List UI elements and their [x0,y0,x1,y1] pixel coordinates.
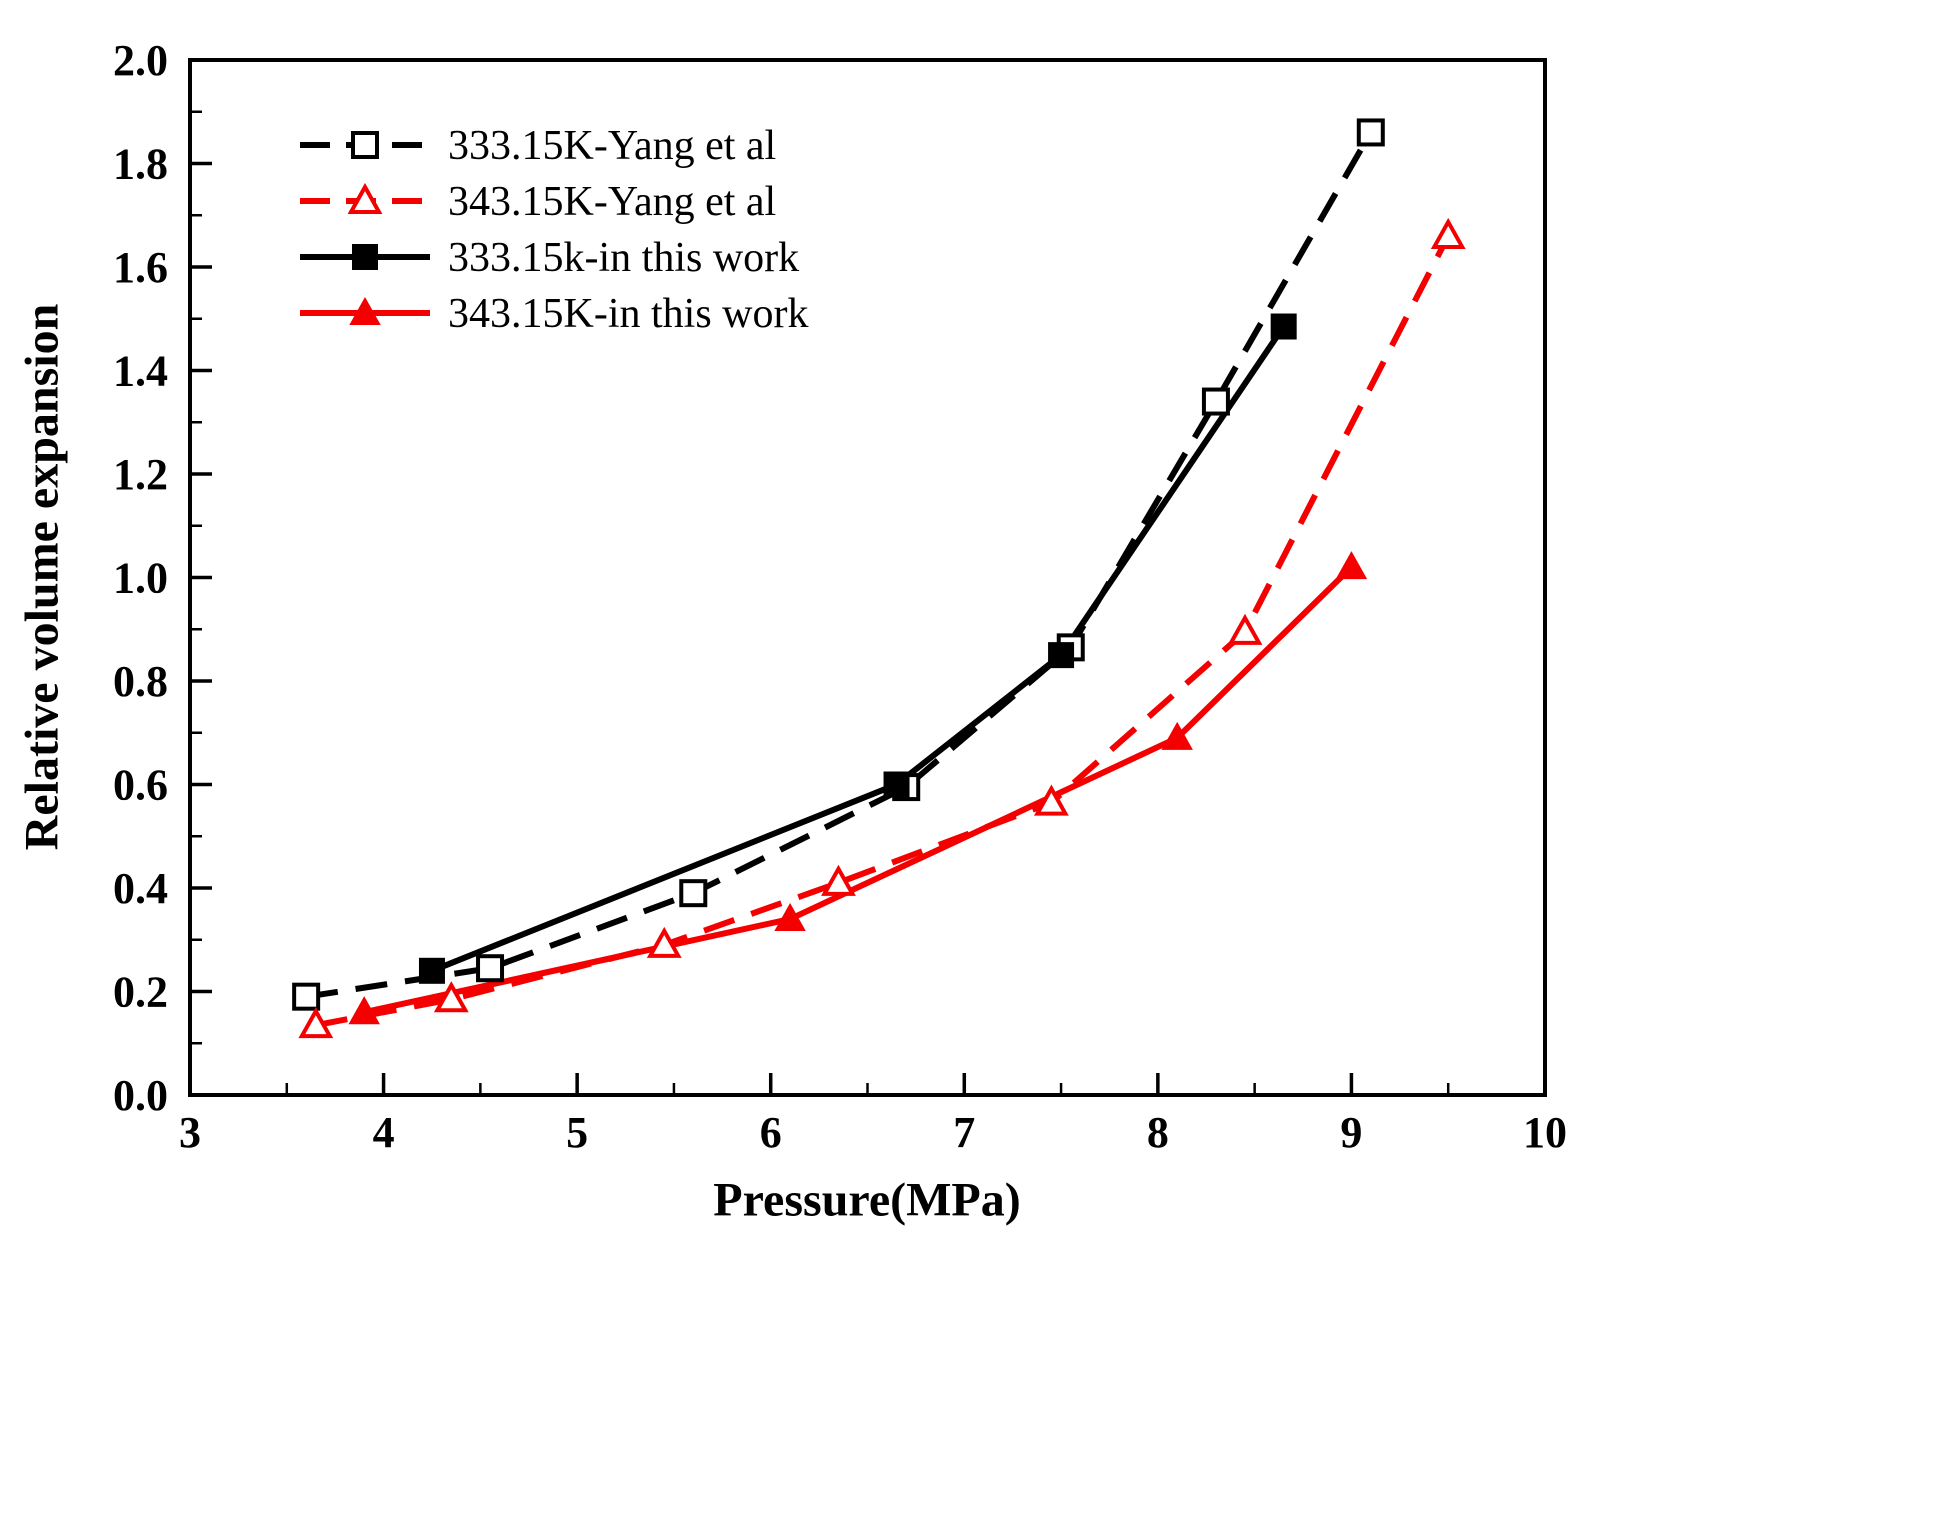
legend-item-label: 333.15K-Yang et al [448,123,776,169]
x-tick-label: 6 [760,1108,782,1157]
y-tick-label: 0.6 [113,761,168,810]
legend-item-label: 333.15k-in this work [448,235,799,281]
data-point-s0 [1201,387,1230,416]
x-tick-label: 7 [953,1108,975,1157]
data-point-s2 [1270,313,1297,340]
data-point-s3 [1335,551,1368,580]
data-point-s2 [1048,642,1075,669]
data-point-s0 [679,879,708,908]
y-tick-label: 0.4 [113,864,168,913]
y-tick-label: 1.0 [113,554,168,603]
plot-border [188,58,1547,1097]
data-point-s1 [821,864,856,896]
legend-marker [347,182,383,214]
y-tick-label: 0.2 [113,968,168,1017]
y-axis-title: Relative volume expansion [15,303,69,851]
data-point-s1 [1227,613,1263,645]
data-point-s3 [1161,721,1193,750]
data-point-s0 [292,982,321,1011]
y-tick-label: 0.8 [113,657,168,706]
data-point-s1 [646,926,682,958]
y-tick-label: 1.2 [113,450,168,499]
y-tick-label: 0.0 [113,1071,168,1120]
data-point-s2 [883,771,910,798]
data-point-s1 [298,1007,334,1039]
legend-item-label: 343.15K-Yang et al [448,179,776,225]
y-tick-label: 1.8 [113,140,168,189]
x-tick-label: 4 [373,1108,395,1157]
data-point-s3 [348,996,380,1025]
x-tick-label: 3 [179,1108,201,1157]
y-tick-label: 2.0 [113,36,168,85]
data-point-s1 [1033,784,1069,816]
data-point-s0 [1356,118,1385,147]
data-point-s3 [774,903,806,932]
series-line-3 [363,565,1354,1016]
data-point-s2 [418,957,445,984]
x-tick-label: 10 [1523,1108,1567,1157]
series-line-2 [430,324,1287,974]
x-axis-title: Pressure(MPa) [713,1173,1021,1227]
legend-marker [349,296,381,325]
legend-marker [351,131,379,159]
y-tick-label: 1.4 [113,347,168,396]
x-tick-label: 5 [566,1108,588,1157]
data-point-s1 [433,981,469,1013]
x-tick-label: 8 [1147,1108,1169,1157]
y-tick-label: 1.6 [113,243,168,292]
data-point-s1 [1430,217,1466,249]
legend-marker [352,244,378,270]
series-line-1 [315,234,1451,1029]
x-tick-label: 9 [1340,1108,1362,1157]
legend-item-label: 343.15K-in this work [448,291,809,337]
data-point-s0 [476,954,505,983]
